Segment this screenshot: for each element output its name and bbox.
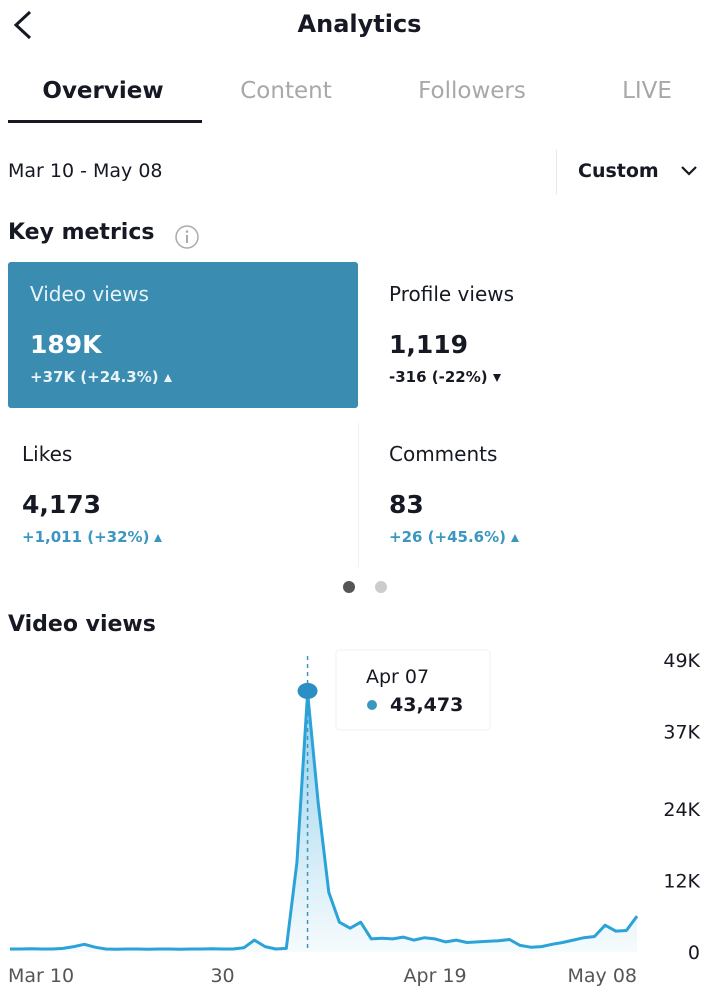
chart: 0 12K 24K 37K 49K Mar 10 30 Apr 19 May 08 Apr 07 4… <box>8 649 701 987</box>
tab[interactable]: Followers <box>418 78 526 104</box>
metric-label: Video views <box>30 282 149 306</box>
metric-value: 1,119 <box>389 330 469 359</box>
line <box>10 691 639 951</box>
x-tick-label: 30 <box>210 965 234 987</box>
tooltip-box <box>335 649 491 731</box>
metric-value: 4,173 <box>22 490 102 519</box>
y-tick-label: 37K <box>663 722 700 744</box>
tab[interactable]: Content <box>240 78 332 104</box>
separator <box>556 150 557 194</box>
trend-arrow <box>492 374 501 382</box>
trend-arrow <box>163 374 172 382</box>
page-title: Analytics <box>297 10 422 38</box>
x-tick-label: Apr 19 <box>404 965 467 987</box>
chart-title: Video views <box>8 612 156 637</box>
chevron <box>681 166 697 176</box>
change-text: +26 (+45.6%) <box>389 528 506 546</box>
trend-arrow <box>510 534 519 542</box>
tooltip-value: 43,473 <box>390 694 463 716</box>
trend-arrow <box>154 534 163 542</box>
metric-card[interactable]: Likes 4,173 +1,011 (+32%) <box>8 422 359 568</box>
x-tick-label: May 08 <box>568 965 638 987</box>
tab[interactable]: LIVE <box>622 78 672 104</box>
y-tick-label: 12K <box>663 870 700 892</box>
x-tick-label: Mar 10 <box>8 965 74 987</box>
back-button[interactable] <box>8 8 38 42</box>
section-title: Key metrics <box>8 220 155 245</box>
area <box>10 692 637 952</box>
period-button[interactable]: Custom <box>578 160 659 182</box>
y-tick-label: 0 <box>688 942 700 964</box>
metric-card[interactable]: Comments 83 +26 (+45.6%) <box>375 422 719 568</box>
metric-value: 189K <box>30 330 102 359</box>
tooltip-dot <box>367 700 377 710</box>
metric-change: +26 (+45.6%) <box>389 528 519 546</box>
pager-dots <box>343 581 387 593</box>
tab-underline <box>8 120 202 123</box>
metric-card[interactable]: Video views 189K +37K (+24.3%) <box>8 262 358 408</box>
metric-change: -316 (-22%) <box>389 368 501 386</box>
metric-card[interactable]: Profile views 1,119 -316 (-22%) <box>375 262 719 408</box>
change-text: +37K (+24.3%) <box>30 368 159 386</box>
y-tick-label: 49K <box>663 650 700 672</box>
date-range: Mar 10 - May 08 <box>8 160 163 182</box>
change-text: +1,011 (+32%) <box>22 528 150 546</box>
period-label: Custom <box>578 160 659 182</box>
change-text: -316 (-22%) <box>389 368 488 386</box>
metric-label: Profile views <box>389 282 515 306</box>
metric-value: 83 <box>389 490 424 519</box>
metric-label: Likes <box>22 442 73 466</box>
tab[interactable]: Overview <box>42 78 164 104</box>
tooltip-date: Apr 07 <box>366 666 429 688</box>
metric-change: +1,011 (+32%) <box>22 528 163 546</box>
info-icon[interactable] <box>172 224 202 250</box>
metric-change: +37K (+24.3%) <box>30 368 172 386</box>
peak-marker <box>297 682 318 699</box>
y-tick-label: 24K <box>663 799 700 821</box>
metric-label: Comments <box>389 442 498 466</box>
